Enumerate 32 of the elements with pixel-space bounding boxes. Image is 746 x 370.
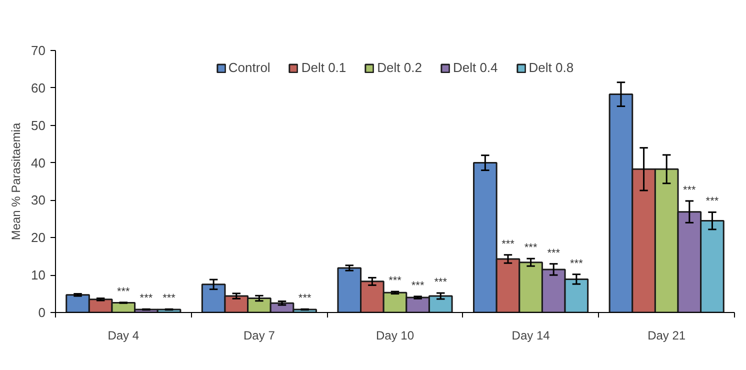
y-tick-label: 60 xyxy=(31,80,46,96)
legend-label: Control xyxy=(228,60,270,75)
x-tick-label: Day 21 xyxy=(648,328,686,342)
x-tick-label: Day 7 xyxy=(244,328,276,342)
y-tick-label: 70 xyxy=(31,43,46,58)
legend-label: Delt 0.2 xyxy=(377,60,422,75)
y-tick-label: 0 xyxy=(38,305,46,320)
data-label: *** xyxy=(682,184,697,196)
y-tick-label: 40 xyxy=(31,155,46,170)
y-tick-label: 20 xyxy=(31,230,46,246)
data-label: *** xyxy=(388,275,402,288)
data-label: *** xyxy=(140,292,154,305)
y-tick-label: 30 xyxy=(31,192,46,208)
data-label: *** xyxy=(570,258,584,270)
data-label: *** xyxy=(706,196,720,208)
x-tick-label: Day 4 xyxy=(108,328,140,342)
y-tick-label: 50 xyxy=(31,118,46,133)
x-tick-label: Day 14 xyxy=(512,328,550,342)
data-label: *** xyxy=(502,238,516,250)
y-axis-title: Mean % Parasitaemia xyxy=(9,122,24,240)
legend-label: Delt 0.4 xyxy=(452,60,498,75)
legend-label: Delt 0.1 xyxy=(301,60,346,75)
data-label: *** xyxy=(434,276,448,289)
data-label: *** xyxy=(116,286,131,298)
y-tick-label: 10 xyxy=(31,268,46,283)
data-label: *** xyxy=(162,292,176,305)
data-label: *** xyxy=(411,280,425,292)
legend-label: Delt 0.8 xyxy=(528,60,574,75)
x-tick-label: Day 10 xyxy=(376,328,414,342)
data-label: *** xyxy=(298,292,312,305)
data-label: *** xyxy=(547,247,561,260)
data-label: *** xyxy=(524,242,538,254)
